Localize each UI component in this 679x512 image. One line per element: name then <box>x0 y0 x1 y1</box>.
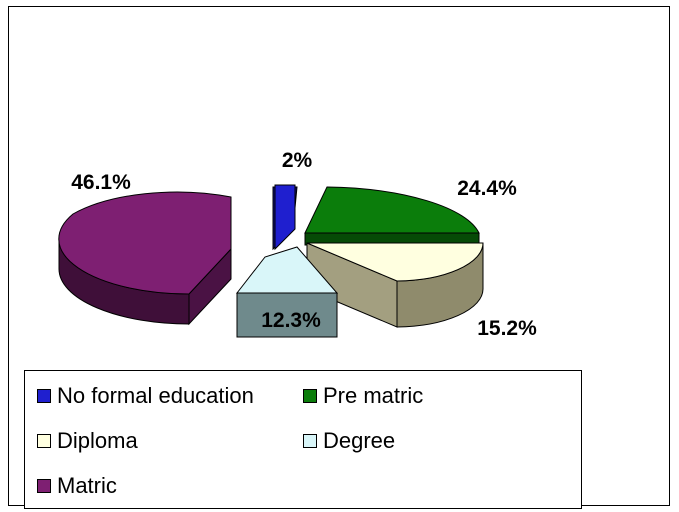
legend-item-degree: Degree <box>303 428 395 454</box>
legend-label-matric: Matric <box>57 473 117 498</box>
legend-item-diploma: Diploma <box>37 428 138 454</box>
slice-matric <box>58 191 232 295</box>
legend: No formal education Pre matric Diploma D… <box>24 370 582 509</box>
slice-degree <box>235 246 339 294</box>
legend-label-diploma: Diploma <box>57 428 138 453</box>
pie-plot: 2% 24.4% 15.2% 12.3% 46.1% <box>58 149 537 340</box>
legend-label-pre-matric: Pre matric <box>323 383 424 408</box>
legend-label-degree: Degree <box>323 428 396 453</box>
legend-item-matric: Matric <box>37 473 117 499</box>
slice-no-formal-education <box>274 184 296 251</box>
legend-item-no-formal-education: No formal education <box>37 383 254 409</box>
legend-item-pre-matric: Pre matric <box>303 383 423 409</box>
slice-diploma <box>306 242 484 282</box>
legend-swatch-degree <box>303 434 317 448</box>
legend-swatch-pre-matric <box>303 389 317 403</box>
data-label-matric: 46.1% <box>71 171 131 194</box>
data-label-degree: 12.3% <box>261 309 321 332</box>
legend-swatch-no-formal-education <box>37 389 51 403</box>
data-label-diploma: 15.2% <box>477 317 537 340</box>
chart-area: 2% 24.4% 15.2% 12.3% 46.1% No formal edu… <box>8 6 670 509</box>
data-label-no-formal-education: 2% <box>282 149 313 172</box>
legend-swatch-diploma <box>37 434 51 448</box>
data-label-pre-matric: 24.4% <box>457 177 517 200</box>
legend-label-no-formal-education: No formal education <box>57 383 254 408</box>
legend-swatch-matric <box>37 479 51 493</box>
slice-pre-matric <box>304 186 480 234</box>
